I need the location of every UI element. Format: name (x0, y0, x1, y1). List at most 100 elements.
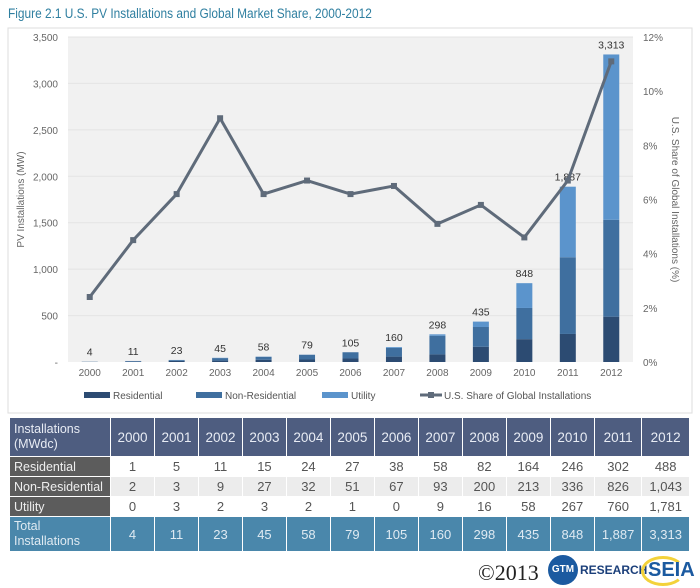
x-tick-label: 2008 (426, 368, 449, 379)
figure-title: Figure 2.1 U.S. PV Installations and Glo… (8, 6, 372, 21)
bar-residential (212, 360, 229, 362)
table-cell: 67 (373, 476, 419, 497)
x-tick-label: 2004 (252, 368, 275, 379)
table-cell: 2 (285, 496, 331, 517)
total-label: 23 (171, 345, 183, 357)
gtm-research-text: RESEARCH (580, 563, 648, 577)
table-row: Residential 1 5 11 15 24 27 38 58 82 164 246 302 488 (9, 456, 690, 477)
table-cell: 1,781 (641, 496, 690, 517)
bar-non-residential (212, 358, 229, 361)
table-cell: 3 (153, 496, 199, 517)
y-right-tick-label: 0% (643, 358, 658, 369)
y-right-axis-label: U.S. Share of Global Installations (%) (669, 117, 680, 283)
table-cell: 488 (641, 456, 690, 477)
table-cell: 58 (505, 496, 551, 517)
total-cell: 79 (329, 516, 375, 552)
bar-non-residential (516, 307, 533, 340)
total-label: 105 (342, 337, 360, 349)
share-point (390, 182, 397, 189)
bar-residential (559, 333, 576, 362)
table-cell: 302 (593, 456, 643, 477)
total-label: 4 (87, 347, 93, 359)
total-label: 160 (385, 332, 403, 344)
bar-non-residential (472, 326, 489, 347)
legend-swatch (196, 392, 222, 398)
total-cell: 435 (505, 516, 551, 552)
y-tick-label: 2,500 (33, 126, 58, 137)
total-label: 11 (128, 346, 139, 358)
table-cell: 9 (417, 496, 463, 517)
total-cell: 23 (197, 516, 243, 552)
bar-non-residential (168, 360, 185, 361)
x-tick-label: 2001 (122, 368, 145, 379)
bar-utility (516, 283, 533, 308)
bar-residential (429, 354, 446, 362)
year-header: 2008 (461, 417, 507, 457)
legend-label: Utility (351, 391, 375, 402)
total-row: Total Installations 4 11 23 45 58 79 105 160 298 43… (9, 516, 690, 552)
legend-label: U.S. Share of Global Installations (444, 391, 591, 402)
share-point (434, 220, 441, 227)
table-cell: 27 (329, 456, 375, 477)
year-header: 2002 (197, 417, 243, 457)
table-cell: 0 (110, 496, 155, 517)
table-cell: 16 (461, 496, 507, 517)
bar-non-residential (342, 352, 359, 359)
y-tick-label: 1,500 (33, 219, 58, 230)
share-point (564, 177, 571, 184)
bar-non-residential (385, 347, 402, 357)
row-label: Non-Residential (9, 476, 111, 497)
x-tick-label: 2007 (383, 368, 406, 379)
bar-utility (429, 334, 446, 336)
bar-residential (342, 358, 359, 362)
bar-residential (385, 356, 402, 362)
y-right-tick-label: 8% (643, 141, 658, 152)
x-tick-label: 2012 (600, 368, 623, 379)
bar-residential (299, 359, 316, 362)
chart: - 500 1,000 1,500 2,000 2,500 3,000 3,500 0% 2% 4%… (7, 27, 693, 414)
total-label: 45 (214, 343, 226, 355)
table-cell: 3 (153, 476, 199, 497)
y-tick-label: 1,000 (33, 265, 58, 276)
bar-non-residential (299, 354, 316, 360)
table-cell: 164 (505, 456, 551, 477)
share-point (477, 201, 484, 208)
table-cell: 93 (417, 476, 463, 497)
y-tick-label: - (55, 358, 58, 369)
seia-logo: SEIA (648, 559, 695, 581)
bar-non-residential (255, 356, 272, 360)
table-cell: 5 (153, 456, 199, 477)
table-row: Utility 0 3 2 3 2 1 0 9 16 58 267 760 1,781 (9, 496, 690, 517)
share-point (260, 191, 267, 198)
year-header: 2003 (241, 417, 287, 457)
seia-logo-ring (641, 556, 685, 586)
x-tick-label: 2006 (339, 368, 362, 379)
legend-label: Non-Residential (225, 391, 296, 402)
total-label: 298 (429, 319, 447, 331)
total-cell: 4 (110, 516, 155, 552)
table-cell: 200 (461, 476, 507, 497)
bar-residential (255, 359, 272, 362)
bar-utility (385, 347, 402, 348)
table-cell: 2 (110, 476, 155, 497)
x-tick-label: 2005 (296, 368, 319, 379)
bar-non-residential (559, 257, 576, 334)
header-label: Installations (MWdc) (9, 417, 111, 457)
total-cell: 45 (241, 516, 287, 552)
total-cell: 1,887 (593, 516, 643, 552)
share-point (608, 58, 615, 65)
total-cell: 160 (417, 516, 463, 552)
share-point (304, 177, 311, 184)
copyright: ©2013 (478, 560, 539, 585)
y-right-tick-label: 6% (643, 196, 658, 207)
year-header: 2007 (417, 417, 463, 457)
total-label: 79 (301, 340, 313, 352)
share-point (86, 294, 93, 300)
table-cell: 82 (461, 456, 507, 477)
total-label: 3,313 (598, 39, 624, 51)
legend-marker (428, 392, 434, 398)
year-header: 2001 (153, 417, 199, 457)
bar-utility (472, 321, 489, 327)
y-tick-label: 500 (41, 312, 58, 323)
